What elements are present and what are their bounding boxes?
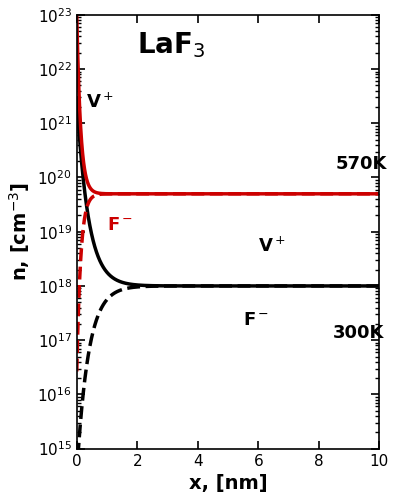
Y-axis label: n, [cm$^{-3}$]: n, [cm$^{-3}$] [7,182,32,281]
Text: F$^-$: F$^-$ [243,311,269,329]
Text: F$^-$: F$^-$ [107,216,133,234]
Text: LaF$_3$: LaF$_3$ [137,30,206,60]
X-axis label: x, [nm]: x, [nm] [189,474,267,493]
Text: 570K: 570K [335,155,387,173]
Text: 300K: 300K [333,324,384,342]
Text: V$^+$: V$^+$ [86,93,114,112]
Text: V$^+$: V$^+$ [258,236,286,255]
